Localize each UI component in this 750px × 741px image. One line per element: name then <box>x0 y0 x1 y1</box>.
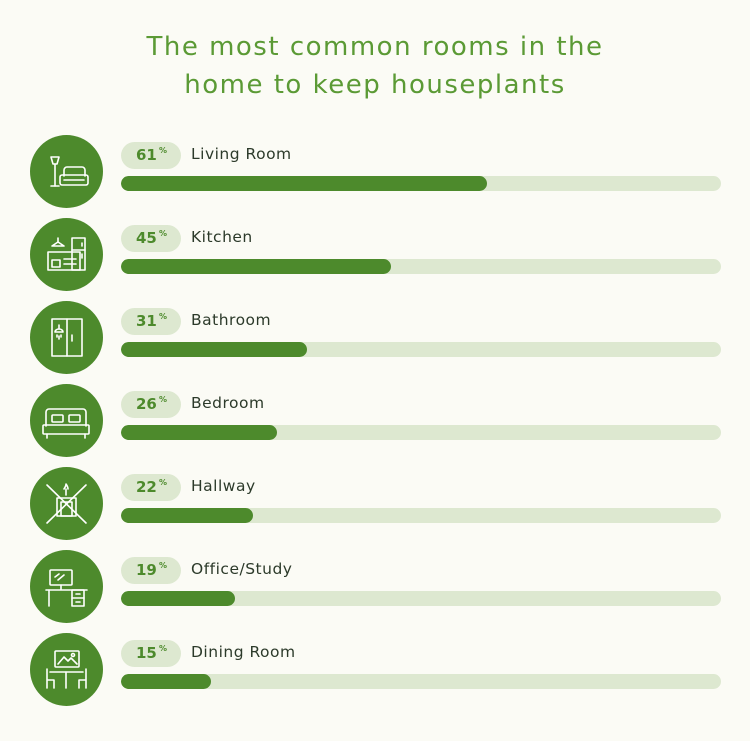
bar-row: 61% Living Room <box>0 135 750 218</box>
bar-track <box>121 674 721 689</box>
data-label: 45 <box>136 229 157 247</box>
kitchen-icon <box>30 218 103 291</box>
bar <box>121 176 487 191</box>
value-badge: 26% <box>121 391 181 418</box>
bar-track <box>121 342 721 357</box>
category-label: Living Room <box>191 145 292 163</box>
bar <box>121 674 211 689</box>
data-label: 61 <box>136 146 157 164</box>
percent-sign: % <box>159 478 168 487</box>
dining-room-icon <box>30 633 103 706</box>
category-label: Kitchen <box>191 228 253 246</box>
data-label: 19 <box>136 561 157 579</box>
bar-track <box>121 425 721 440</box>
data-label: 22 <box>136 478 157 496</box>
bar-row: 22% Hallway <box>0 467 750 550</box>
percent-sign: % <box>159 312 168 321</box>
bathroom-icon <box>30 301 103 374</box>
bar-row: 19% Office/Study <box>0 550 750 633</box>
bar <box>121 508 253 523</box>
bar-row: 15% Dining Room <box>0 633 750 716</box>
category-label: Bathroom <box>191 311 272 329</box>
bar-row: 26% Bedroom <box>0 384 750 467</box>
value-badge: 31% <box>121 308 181 335</box>
bedroom-icon <box>30 384 103 457</box>
percent-sign: % <box>159 395 168 404</box>
bar-track <box>121 508 721 523</box>
value-badge: 61% <box>121 142 181 169</box>
data-label: 15 <box>136 644 157 662</box>
bar <box>121 259 391 274</box>
category-label: Dining Room <box>191 643 296 661</box>
hallway-icon <box>30 467 103 540</box>
category-label: Office/Study <box>191 560 293 578</box>
category-label: Hallway <box>191 477 256 495</box>
bar <box>121 591 235 606</box>
bar <box>121 342 307 357</box>
percent-sign: % <box>159 229 168 238</box>
percent-sign: % <box>159 561 168 570</box>
category-label: Bedroom <box>191 394 265 412</box>
bar-track <box>121 176 721 191</box>
bar-row: 31% Bathroom <box>0 301 750 384</box>
value-badge: 22% <box>121 474 181 501</box>
bar-track <box>121 591 721 606</box>
value-badge: 15% <box>121 640 181 667</box>
office-icon <box>30 550 103 623</box>
chart-title: The most common rooms in the home to kee… <box>0 28 750 104</box>
title-line-1: The most common rooms in the <box>146 32 604 62</box>
title-line-2: home to keep houseplants <box>184 70 566 100</box>
bar <box>121 425 277 440</box>
value-badge: 45% <box>121 225 181 252</box>
value-badge: 19% <box>121 557 181 584</box>
bar-row: 45% Kitchen <box>0 218 750 301</box>
living-room-icon <box>30 135 103 208</box>
percent-sign: % <box>159 146 168 155</box>
data-label: 31 <box>136 312 157 330</box>
percent-sign: % <box>159 644 168 653</box>
data-label: 26 <box>136 395 157 413</box>
bar-track <box>121 259 721 274</box>
